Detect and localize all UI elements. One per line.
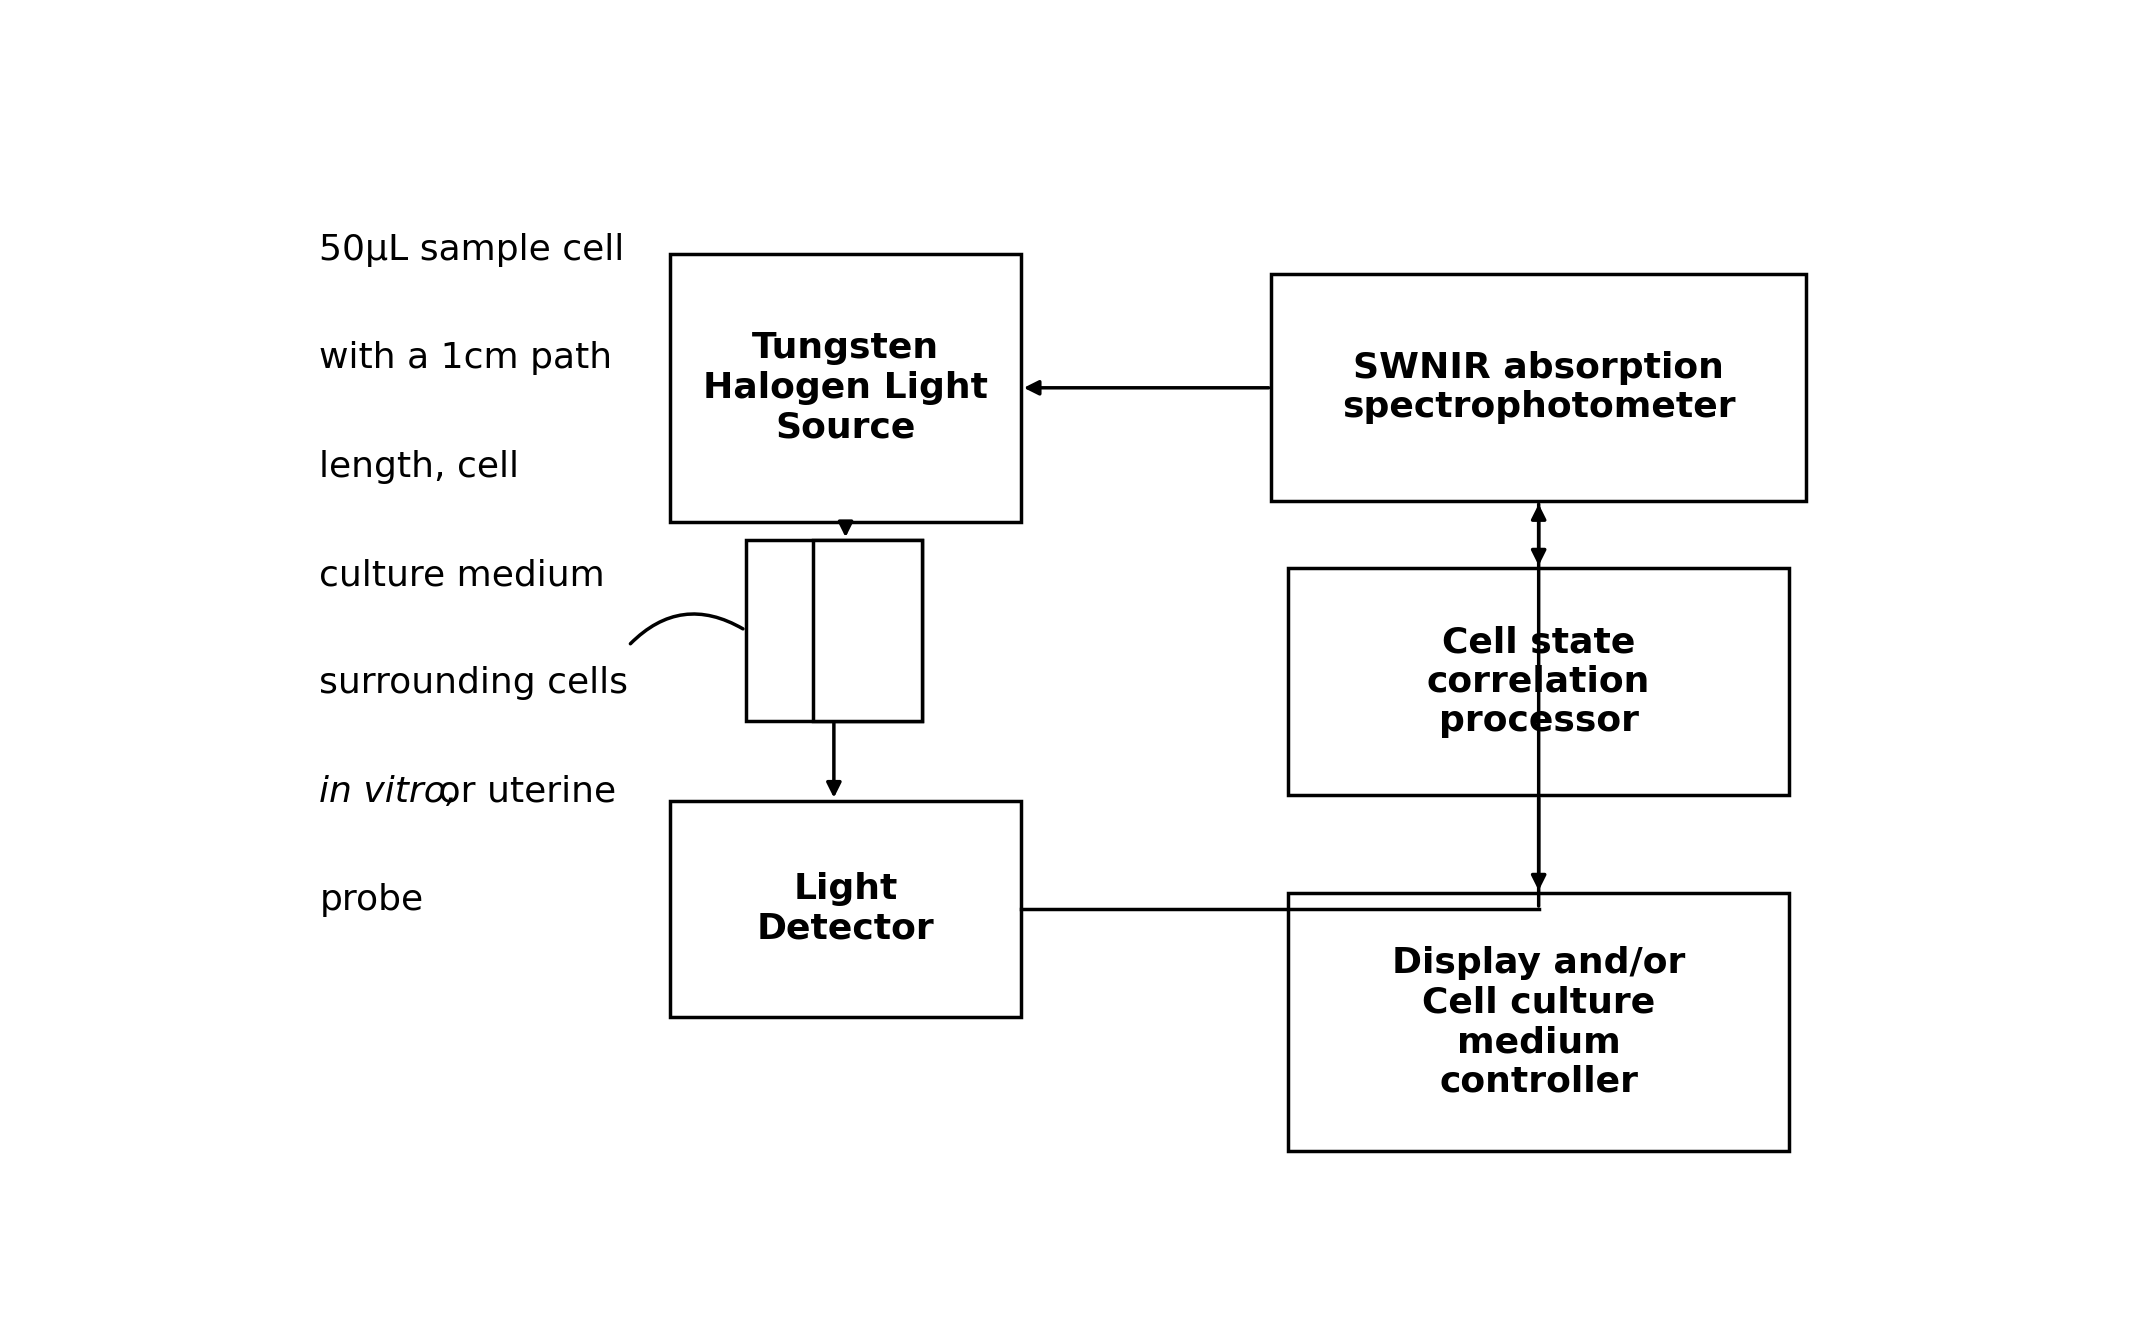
Text: 50μL sample cell: 50μL sample cell bbox=[319, 233, 625, 267]
Text: length, cell: length, cell bbox=[319, 450, 519, 484]
Text: SWNIR absorption
spectrophotometer: SWNIR absorption spectrophotometer bbox=[1343, 351, 1735, 425]
Bar bbox=[670, 800, 1021, 1017]
Text: Tungsten
Halogen Light
Source: Tungsten Halogen Light Source bbox=[703, 331, 989, 444]
Text: culture medium: culture medium bbox=[319, 557, 606, 592]
Bar bbox=[1289, 894, 1789, 1151]
Text: Light
Detector: Light Detector bbox=[756, 872, 935, 946]
Bar bbox=[812, 540, 922, 721]
Text: Display and/or
Cell culture
medium
controller: Display and/or Cell culture medium contr… bbox=[1392, 946, 1685, 1099]
Text: in vitro,: in vitro, bbox=[319, 775, 457, 809]
Text: or uterine: or uterine bbox=[427, 775, 616, 809]
Bar bbox=[746, 540, 922, 721]
Text: Cell state
correlation
processor: Cell state correlation processor bbox=[1427, 626, 1651, 738]
Text: probe: probe bbox=[319, 883, 425, 917]
Bar bbox=[1289, 568, 1789, 796]
Bar bbox=[1271, 275, 1806, 501]
Bar bbox=[670, 253, 1021, 521]
Text: surrounding cells: surrounding cells bbox=[319, 666, 629, 701]
Text: with a 1cm path: with a 1cm path bbox=[319, 342, 612, 375]
